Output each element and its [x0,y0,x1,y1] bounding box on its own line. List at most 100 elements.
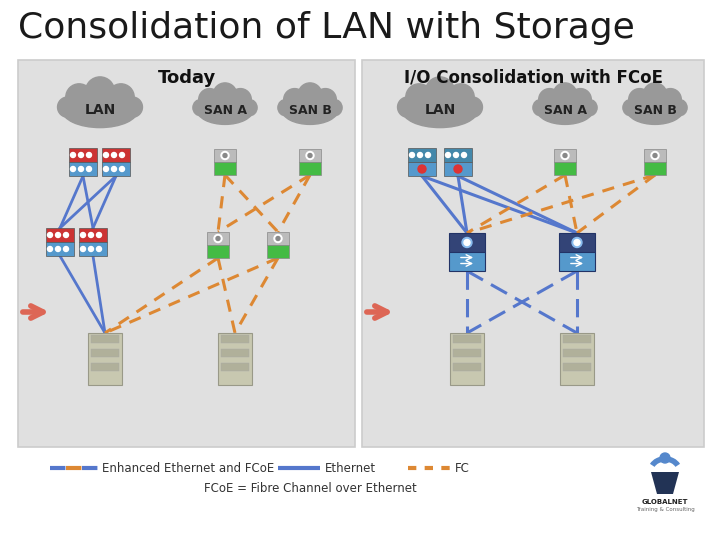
Text: GLOBALNET: GLOBALNET [642,499,688,505]
Circle shape [406,84,433,111]
Bar [91,349,119,357]
Circle shape [462,97,482,117]
Circle shape [48,233,53,238]
Bar [554,162,576,175]
Circle shape [284,89,305,110]
Bar [46,242,74,256]
Circle shape [193,99,210,116]
Circle shape [446,152,451,158]
Circle shape [86,166,91,172]
Circle shape [410,152,415,158]
Circle shape [112,152,117,158]
Circle shape [55,246,60,252]
Circle shape [276,237,280,240]
Circle shape [660,89,681,110]
Circle shape [71,152,76,158]
Circle shape [448,84,474,111]
Polygon shape [651,472,679,494]
Bar [453,349,481,357]
Circle shape [81,233,86,238]
Circle shape [223,153,227,158]
Bar [207,232,229,245]
Circle shape [230,89,251,110]
Bar [267,232,289,245]
Text: SAN B: SAN B [634,104,676,117]
Circle shape [629,89,650,110]
Bar [69,148,97,162]
Text: SAN A: SAN A [204,104,246,117]
Ellipse shape [197,96,253,124]
Circle shape [120,152,125,158]
Bar [207,245,229,258]
Circle shape [643,83,667,107]
Bar [46,228,74,242]
Bar [449,233,485,252]
Bar [644,162,666,175]
Circle shape [308,153,312,158]
Bar [559,252,595,271]
Bar [560,333,594,385]
Text: Consolidation of LAN with Storage: Consolidation of LAN with Storage [18,11,635,45]
Bar [449,252,485,271]
Circle shape [278,99,294,116]
Bar [563,335,591,343]
Circle shape [55,233,60,238]
Circle shape [96,246,102,252]
Circle shape [539,89,560,110]
Text: Today: Today [158,69,215,87]
Bar [559,233,595,252]
Circle shape [86,152,91,158]
Circle shape [563,153,567,158]
Circle shape [462,238,472,247]
Circle shape [78,166,84,172]
Circle shape [240,99,257,116]
Bar [453,363,481,371]
Circle shape [306,152,314,159]
Bar [299,149,321,162]
Bar [79,228,107,242]
Circle shape [325,99,342,116]
Text: Training & Consulting: Training & Consulting [636,508,694,512]
Ellipse shape [627,96,683,124]
Circle shape [89,246,94,252]
Circle shape [213,83,237,107]
Circle shape [86,77,114,106]
Bar [299,162,321,175]
Circle shape [48,246,53,252]
Bar [214,149,236,162]
Circle shape [216,237,220,240]
Text: FCoE = Fibre Channel over Ethernet: FCoE = Fibre Channel over Ethernet [204,482,416,495]
Circle shape [462,152,467,158]
Circle shape [454,152,459,158]
Circle shape [107,84,134,111]
Circle shape [670,99,687,116]
Circle shape [120,166,125,172]
Bar [563,349,591,357]
Bar [218,333,252,385]
Bar [91,363,119,371]
Circle shape [653,153,657,158]
Bar [91,335,119,343]
Circle shape [96,233,102,238]
Bar [453,335,481,343]
Circle shape [122,97,143,117]
Circle shape [63,246,68,252]
Text: Ethernet: Ethernet [325,462,376,475]
Ellipse shape [282,96,338,124]
Text: LAN: LAN [424,103,456,117]
Bar [554,149,576,162]
Bar [221,363,249,371]
Bar [444,162,472,176]
Circle shape [298,83,322,107]
Circle shape [71,166,76,172]
Circle shape [454,165,462,173]
FancyBboxPatch shape [362,60,704,447]
Bar [69,162,97,176]
Bar [79,242,107,256]
Circle shape [199,89,220,110]
Circle shape [570,89,591,110]
Circle shape [580,99,597,116]
Circle shape [221,152,229,159]
Text: FC: FC [455,462,470,475]
Bar [408,162,436,176]
